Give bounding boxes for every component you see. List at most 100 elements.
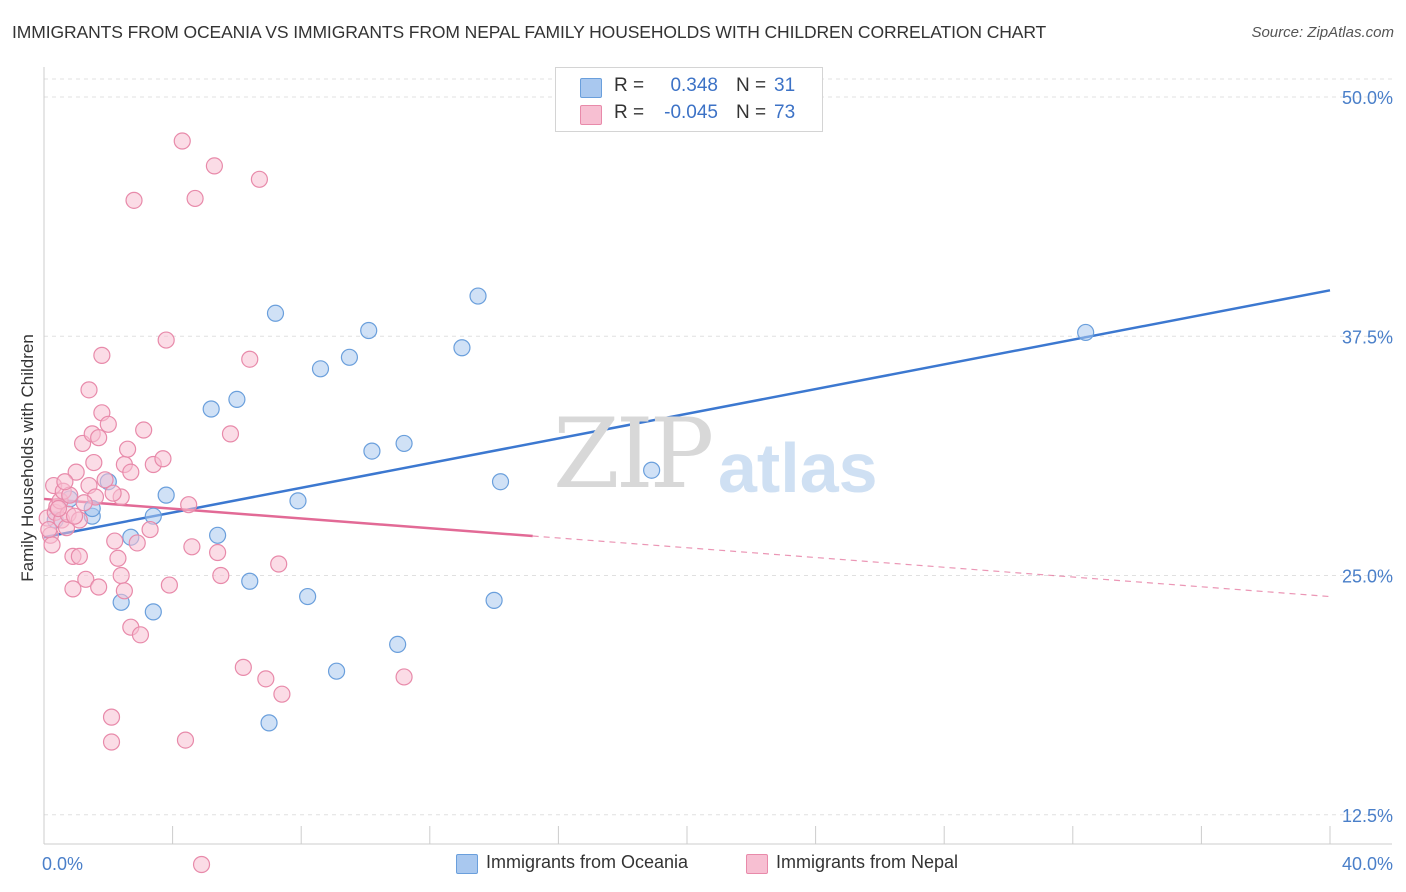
nepal-point [180,496,198,514]
oceania-point [395,434,413,453]
nepal-point [125,191,143,209]
oceania-point [360,321,378,340]
nepal-point [56,473,74,491]
nepal-point [212,566,230,585]
nepal-point [67,463,85,481]
y-axis-label: Family Households with Children [18,334,37,582]
x-tick-label: 40.0% [1342,854,1393,874]
nepal-trend-extension [532,535,1331,598]
nepal-point [104,484,122,502]
legend-swatch-oceania [456,854,478,874]
nepal-point [102,733,121,751]
nepal-point [96,471,114,489]
nepal-point [173,132,191,150]
oceania-point [228,390,246,409]
nepal-point [75,494,93,512]
y-tick-label: 50.0% [1342,88,1393,108]
nepal-point [135,421,153,439]
legend-label-nepal: Immigrants from Nepal [776,852,959,872]
oceania-point [485,591,503,609]
x-tick-label: 0.0% [42,854,83,874]
source-label: Source: ZipAtlas.com [1251,24,1394,41]
oceania-point [1077,323,1095,342]
r-label: R = [614,75,645,96]
nepal-trend-line [43,497,533,538]
nepal-point [234,658,252,676]
nepal-point [157,331,175,349]
n-value: 73 [774,102,796,123]
oceania-point [311,360,330,378]
chart-legend: Immigrants from Oceania Immigrants from … [0,852,1406,878]
oceania-point [363,442,381,460]
nepal-point [192,855,211,874]
nepal-point [93,346,111,364]
nepal-point [102,708,121,726]
nepal-point [80,381,98,399]
nepal-point [49,499,68,518]
oceania-point [260,714,278,732]
nepal-point [90,429,108,447]
tick-labels: 12.5% 25.0% 37.5% 50.0% 0.0% 40.0% [42,88,1393,874]
nepal-point [65,507,84,525]
nepal-point [154,450,172,468]
nepal-point [221,425,240,443]
nepal-point [205,157,223,175]
nepal-point [131,626,150,644]
nepal-point [64,580,82,598]
oceania-point [202,400,220,418]
trend-lines [43,289,1331,598]
oceania-point [340,348,359,366]
nepal-point [395,668,413,686]
nepal-swatch [580,105,602,125]
oceania-point [241,572,259,590]
nepal-point [128,534,146,552]
y-tick-label: 37.5% [1342,327,1393,347]
correlation-stats-box: R = 0.348 N = 31 R = -0.045 N = 73 [555,67,823,132]
n-label: N = [736,102,767,123]
n-label: N = [736,75,767,96]
nepal-point [118,440,137,458]
oceania-point [453,339,471,357]
r-value: -0.045 [664,102,718,123]
nepal-point [106,532,124,550]
nepal-point [250,170,269,188]
nepal-point [43,536,61,554]
oceania-point [266,304,285,322]
r-value: 0.348 [670,75,718,96]
y-tick-label: 12.5% [1342,806,1393,826]
watermark-atlas: atlas [718,429,878,507]
nepal-point [115,582,133,600]
nepal-point [99,415,117,433]
oceania-point [209,526,227,544]
chart-title: IMMIGRANTS FROM OCEANIA VS IMMIGRANTS FR… [12,22,1047,42]
n-value: 31 [774,75,796,96]
nepal-point [209,543,227,562]
nepal-point [273,685,291,703]
oceania-point [389,635,407,654]
nepal-point [257,670,275,688]
oceania-point [327,662,346,680]
nepal-point [109,549,127,567]
oceania-point [469,287,487,305]
oceania-point [643,461,661,479]
legend-label-oceania: Immigrants from Oceania [486,852,689,872]
y-tick-label: 25.0% [1342,567,1393,587]
nepal-point [77,570,95,588]
watermark-zip: ZIP [553,398,714,510]
axes [43,67,1392,845]
data-points [38,132,1095,874]
r-label: R = [614,102,645,123]
nepal-point [270,555,288,573]
oceania-point [299,587,317,606]
oceania-point [491,473,510,491]
nepal-point [241,350,259,368]
nepal-point [112,566,130,585]
nepal-point [90,578,108,596]
oceania-point [157,486,175,504]
nepal-point [141,520,159,539]
nepal-point [122,463,140,481]
legend-swatch-nepal [746,854,768,874]
nepal-point [186,189,204,208]
oceania-point [144,603,162,621]
